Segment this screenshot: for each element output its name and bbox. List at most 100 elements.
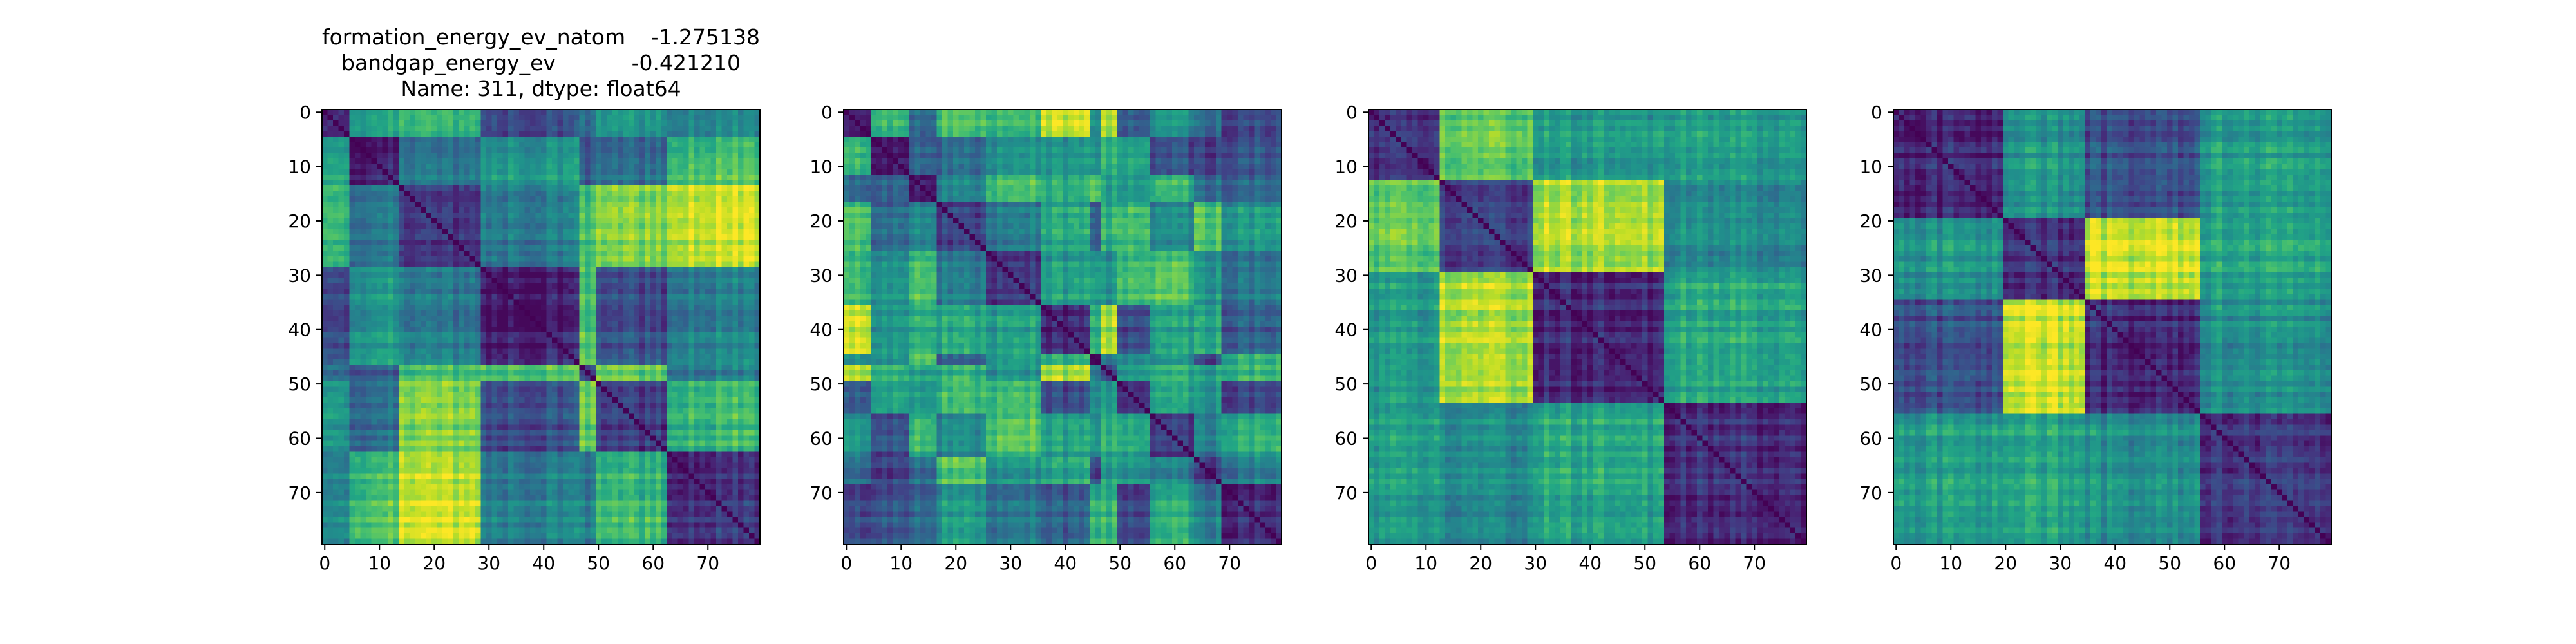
- heatmap-cell: [705, 153, 711, 159]
- heatmap-cell: [596, 419, 601, 425]
- heatmap-cell: [339, 229, 345, 235]
- heatmap-cell: [591, 381, 596, 387]
- heatmap-cell: [404, 251, 410, 256]
- heatmap-cell: [393, 147, 399, 153]
- heatmap-cell: [415, 419, 421, 425]
- heatmap-cell: [350, 441, 355, 447]
- heatmap-cell: [514, 392, 520, 398]
- heatmap-cell: [689, 435, 695, 441]
- heatmap-cell: [361, 115, 366, 120]
- heatmap-cell: [453, 142, 459, 148]
- heatmap-cell: [711, 327, 717, 333]
- heatmap-cell: [453, 137, 459, 142]
- heatmap-cell: [596, 278, 601, 284]
- heatmap-cell: [492, 267, 498, 273]
- heatmap-cell: [601, 316, 607, 322]
- heatmap-cell: [448, 137, 454, 142]
- heatmap-cell: [361, 299, 366, 305]
- heatmap-cell: [486, 381, 492, 387]
- heatmap-cell: [492, 414, 498, 420]
- heatmap-cell: [689, 185, 695, 191]
- heatmap-cell: [470, 207, 476, 213]
- heatmap-cell: [355, 337, 361, 343]
- heatmap-cell: [563, 202, 569, 207]
- heatmap-cell: [497, 153, 503, 159]
- heatmap-cell: [601, 229, 607, 235]
- heatmap-cell: [404, 348, 410, 354]
- heatmap-cell: [328, 332, 334, 338]
- heatmap-cell: [694, 327, 700, 333]
- heatmap-cell: [618, 164, 623, 169]
- heatmap-cell: [388, 392, 393, 398]
- heatmap-cell: [475, 343, 481, 349]
- heatmap-cell: [678, 327, 684, 333]
- heatmap-cell: [639, 131, 645, 137]
- heatmap-cell: [705, 207, 711, 213]
- heatmap-cell: [563, 240, 569, 246]
- heatmap-cell: [541, 337, 547, 343]
- heatmap-cell: [569, 267, 574, 273]
- heatmap-cell: [700, 229, 706, 235]
- heatmap-cell: [383, 267, 388, 273]
- heatmap-cell: [689, 109, 695, 115]
- heatmap-cell: [361, 305, 366, 311]
- heatmap-cell: [344, 310, 350, 316]
- heatmap-cell: [442, 218, 448, 224]
- heatmap-cell: [547, 169, 553, 175]
- heatmap-cell: [596, 261, 601, 267]
- heatmap-cell: [431, 283, 437, 289]
- heatmap-cell: [716, 403, 722, 409]
- heatmap-cell: [377, 446, 383, 452]
- heatmap-cell: [607, 332, 612, 338]
- heatmap-cell: [558, 245, 564, 251]
- heatmap-cell: [667, 240, 673, 246]
- heatmap-cell: [333, 158, 339, 164]
- heatmap-cell: [634, 272, 640, 278]
- heatmap-cell: [689, 202, 695, 207]
- heatmap-cell: [448, 403, 454, 409]
- heatmap-cell: [744, 213, 750, 218]
- heatmap-cell: [448, 375, 454, 381]
- heatmap-cell: [333, 126, 339, 131]
- heatmap-cell: [596, 267, 601, 273]
- heatmap-cell: [744, 305, 750, 311]
- heatmap-cell: [749, 441, 755, 447]
- heatmap-cell: [694, 261, 700, 267]
- heatmap-cell: [350, 256, 355, 262]
- heatmap-cell: [448, 131, 454, 137]
- heatmap-cell: [596, 354, 601, 360]
- heatmap-cell: [629, 267, 634, 273]
- heatmap-cell: [453, 223, 459, 229]
- heatmap-cell: [470, 381, 476, 387]
- heatmap-cell: [738, 175, 744, 180]
- heatmap-cell: [722, 365, 728, 371]
- heatmap-cell: [442, 245, 448, 251]
- heatmap-cell: [503, 196, 509, 202]
- heatmap-cell: [574, 240, 580, 246]
- heatmap-cell: [437, 408, 443, 414]
- heatmap-cell: [607, 240, 612, 246]
- heatmap-cell: [404, 365, 410, 371]
- heatmap-cell: [453, 370, 459, 376]
- heatmap-cell: [481, 343, 487, 349]
- heatmap-cell: [547, 240, 553, 246]
- heatmap-cell: [574, 169, 580, 175]
- heatmap-cell: [339, 321, 345, 327]
- heatmap-cell: [639, 332, 645, 338]
- heatmap-cell: [716, 337, 722, 343]
- heatmap-cell: [558, 408, 564, 414]
- heatmap-cell: [722, 327, 728, 333]
- heatmap-cell: [536, 430, 542, 436]
- heatmap-cell: [585, 147, 591, 153]
- heatmap-cell: [618, 354, 623, 360]
- heatmap-cell: [470, 343, 476, 349]
- heatmap-cell: [431, 169, 437, 175]
- heatmap-cell: [574, 131, 580, 137]
- heatmap-cell: [486, 120, 492, 126]
- heatmap-cell: [519, 218, 525, 224]
- heatmap-cell: [530, 348, 536, 354]
- heatmap-cell: [585, 430, 591, 436]
- heatmap-cell: [634, 153, 640, 159]
- heatmap-cell: [536, 365, 542, 371]
- heatmap-cell: [563, 337, 569, 343]
